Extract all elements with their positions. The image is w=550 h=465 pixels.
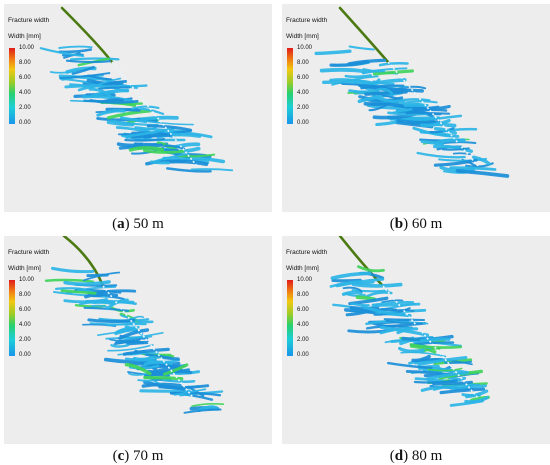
- colorbar-tick: 10.00: [19, 277, 34, 283]
- legend-title: Fracture width: [8, 17, 49, 24]
- fracture: [89, 320, 134, 322]
- colorbar-tick: 10.00: [297, 45, 312, 51]
- fracture: [99, 87, 130, 88]
- colorbar-tick: 6.00: [19, 307, 31, 313]
- colorbar-tick: 8.00: [297, 292, 309, 298]
- fracture: [401, 352, 445, 356]
- fracture: [168, 161, 207, 164]
- panel-label: ) 60 m: [403, 216, 442, 232]
- simulation-panel-c: Fracture width Width [mm] 10.00 8.00 6.00 4.0…: [4, 236, 272, 444]
- panel-caption-b: (b) 60 m: [282, 216, 550, 233]
- fracture: [192, 169, 233, 170]
- colorbar-tick: 0.00: [297, 352, 309, 358]
- fracture: [145, 362, 171, 364]
- fracture: [107, 324, 145, 325]
- simulation-panel-a: Fracture width Width [mm] 10.00 8.00 6.00 4.0…: [4, 4, 272, 212]
- fracture: [322, 70, 366, 72]
- colorbar-tick: 0.00: [19, 352, 31, 358]
- fracture-network-plot: [282, 4, 550, 212]
- fracture: [316, 51, 350, 53]
- colorbar: [287, 48, 293, 124]
- fracture: [422, 339, 449, 341]
- colorbar-tick: 2.00: [297, 337, 309, 343]
- simulation-panel-b: Fracture width Width [mm] 10.00 8.00 6.00 4.0…: [282, 4, 550, 212]
- legend-title: Fracture width: [286, 17, 327, 24]
- colorbar-tick: 4.00: [297, 90, 309, 96]
- colorbar-tick: 8.00: [19, 60, 31, 66]
- colorbar-tick: 0.00: [297, 120, 309, 126]
- fracture: [367, 292, 392, 296]
- fracture: [59, 47, 91, 48]
- wellbore-trajectory: [340, 8, 388, 62]
- fracture: [60, 50, 91, 52]
- fracture: [380, 63, 407, 65]
- colorbar-tick: 10.00: [19, 45, 34, 51]
- colorbar: [9, 280, 15, 356]
- fracture: [354, 284, 401, 286]
- fracture: [53, 268, 93, 271]
- fracture-group: [331, 267, 488, 406]
- fracture: [128, 342, 148, 343]
- fracture: [463, 395, 480, 396]
- fracture: [358, 267, 383, 271]
- fracture-network-plot: [4, 4, 272, 212]
- fracture: [407, 113, 450, 114]
- fracture: [185, 410, 221, 413]
- colorbar-tick: 2.00: [19, 105, 31, 111]
- colorbar: [9, 48, 15, 124]
- fracture: [358, 297, 375, 299]
- fracture: [80, 302, 113, 304]
- fracture: [385, 319, 424, 320]
- fracture: [67, 61, 110, 62]
- fracture: [352, 282, 373, 283]
- fracture: [332, 273, 369, 278]
- panel-caption-a: (a) 50 m: [4, 216, 272, 233]
- legend-title: Fracture width: [8, 249, 49, 256]
- colorbar-tick: 4.00: [19, 90, 31, 96]
- fracture-group: [46, 268, 223, 412]
- fracture: [135, 357, 159, 360]
- legend-title: Fracture width: [286, 249, 327, 256]
- colorbar-tick: 10.00: [297, 277, 312, 283]
- panel-caption-d: (d) 80 m: [282, 448, 550, 465]
- fracture: [112, 345, 129, 346]
- fracture: [404, 105, 428, 106]
- fracture: [131, 148, 163, 150]
- panel-letter: b: [395, 216, 403, 232]
- wellbore-trajectory: [64, 236, 103, 286]
- colorbar-tick: 2.00: [19, 337, 31, 343]
- colorbar: [287, 280, 293, 356]
- colorbar-tick: 4.00: [19, 322, 31, 328]
- fracture-network-plot: [4, 236, 272, 444]
- colorbar-tick: 0.00: [19, 120, 31, 126]
- colorbar-tick: 6.00: [297, 307, 309, 313]
- colorbar-tick: 8.00: [19, 292, 31, 298]
- simulation-panel-d: Fracture width Width [mm] 10.00 8.00 6.00 4.0…: [282, 236, 550, 444]
- panel-letter: a: [117, 216, 125, 232]
- fracture: [65, 300, 107, 302]
- legend-unit: Width [mm]: [286, 33, 319, 40]
- fracture-network-plot: [282, 236, 550, 444]
- fracture: [398, 121, 434, 123]
- fracture-group: [316, 47, 507, 177]
- fracture: [142, 118, 177, 120]
- colorbar-tick: 6.00: [19, 75, 31, 81]
- fracture-group: [41, 47, 232, 172]
- panel-label: ) 50 m: [125, 216, 164, 232]
- legend-unit: Width [mm]: [286, 265, 319, 272]
- legend-unit: Width [mm]: [8, 265, 41, 272]
- colorbar-tick: 6.00: [297, 75, 309, 81]
- colorbar-tick: 4.00: [297, 322, 309, 328]
- colorbar-tick: 8.00: [297, 60, 309, 66]
- panel-caption-c: (c) 70 m: [4, 448, 272, 465]
- legend-unit: Width [mm]: [8, 33, 41, 40]
- fracture: [71, 59, 118, 60]
- fracture: [93, 296, 124, 299]
- colorbar-tick: 2.00: [297, 105, 309, 111]
- fracture: [350, 47, 374, 50]
- fracture: [366, 92, 406, 94]
